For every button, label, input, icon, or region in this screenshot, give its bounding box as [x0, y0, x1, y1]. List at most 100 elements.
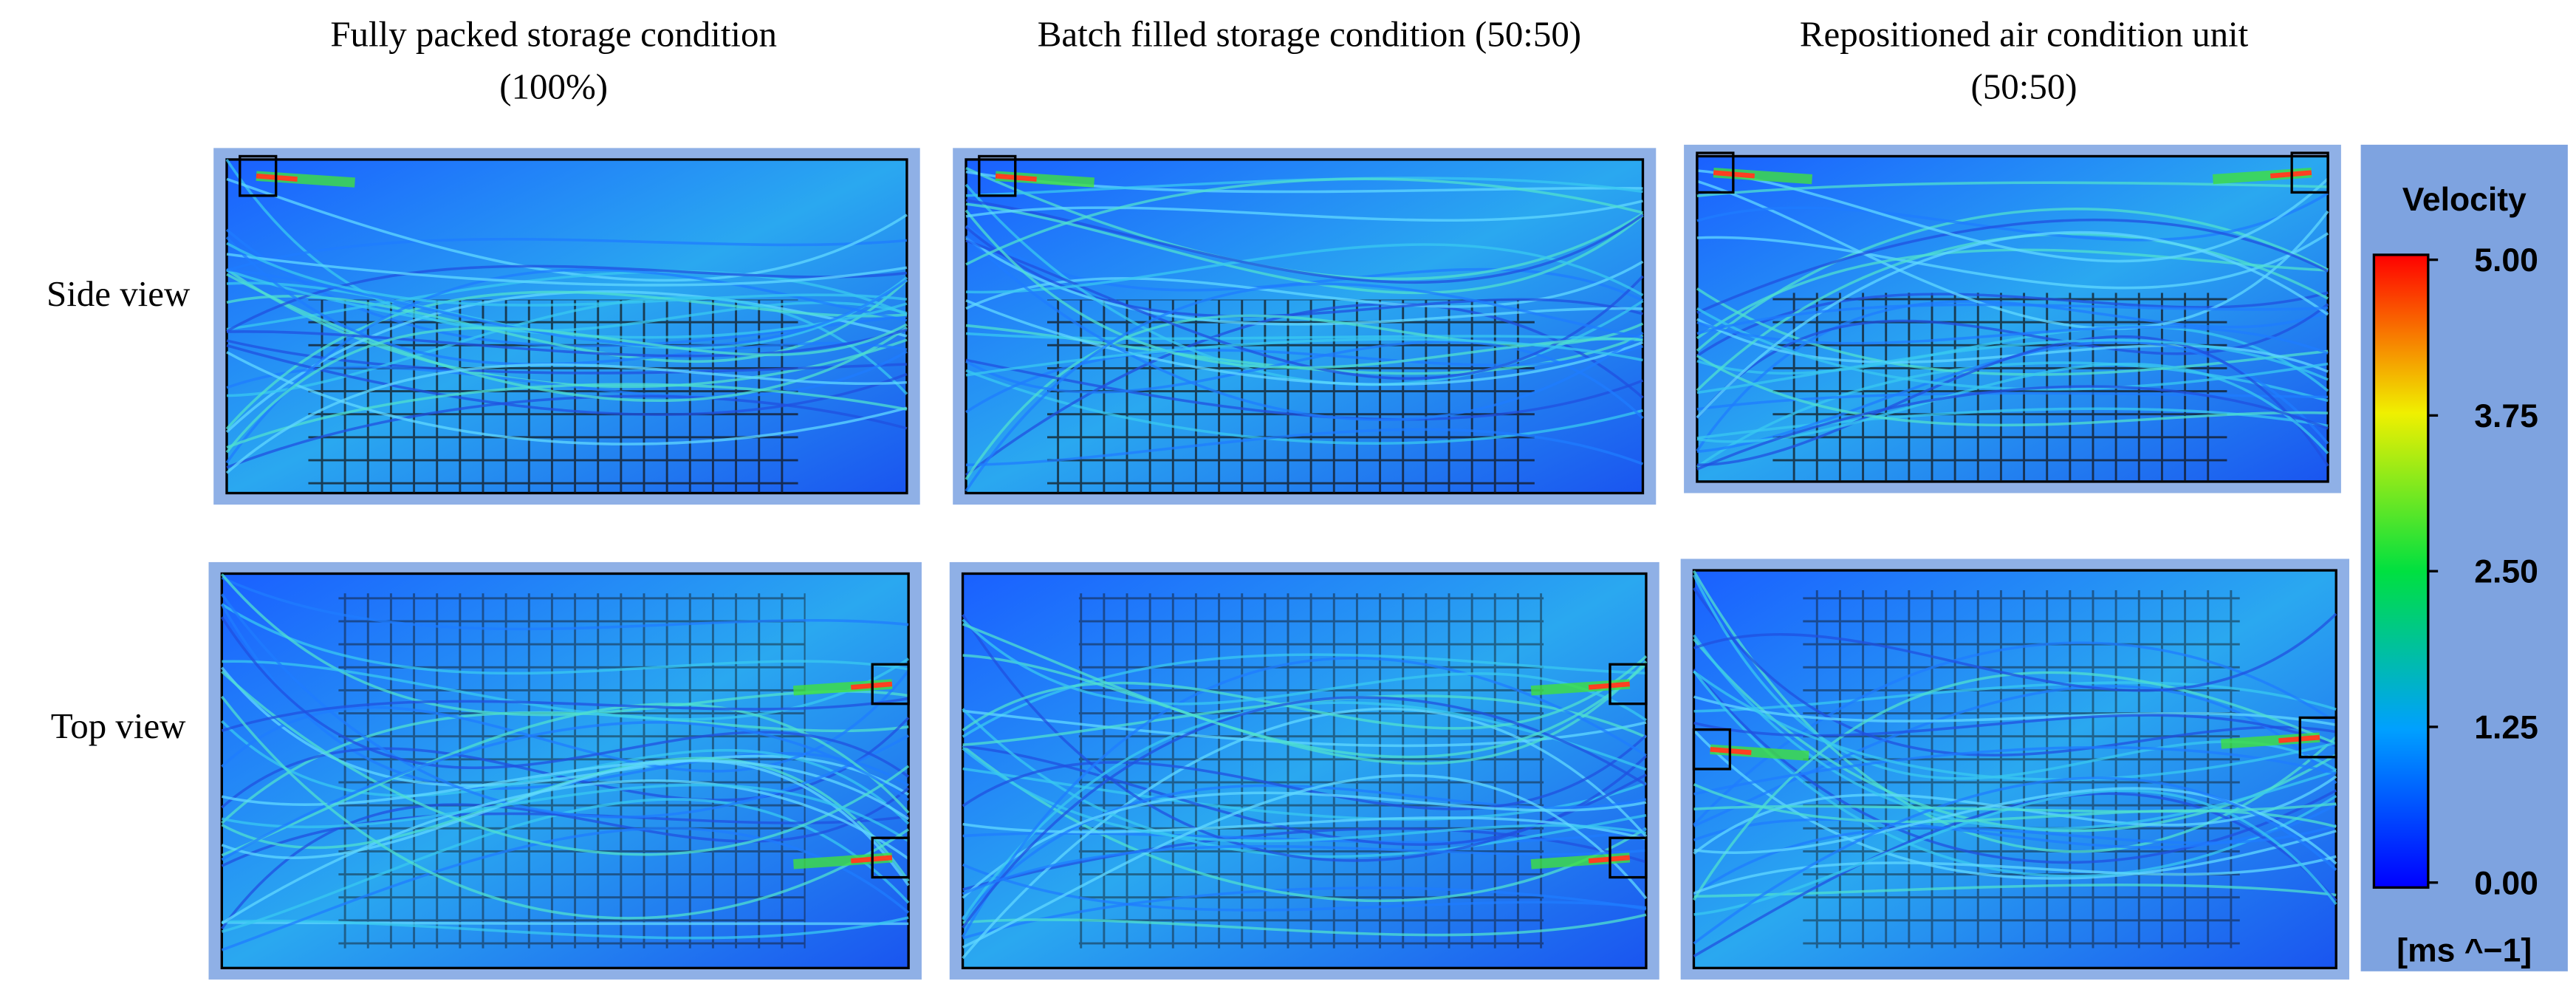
streamline [1693, 792, 2337, 957]
inlet [1692, 728, 1732, 771]
streamline [221, 576, 909, 631]
streamline [1692, 587, 2337, 756]
streamline [965, 338, 1643, 377]
streamline [962, 844, 1647, 895]
streamline [962, 747, 1647, 843]
streamline [1696, 303, 2329, 335]
streamline [965, 332, 1643, 342]
streamline [1693, 855, 2337, 895]
streamline [1692, 634, 2337, 830]
streamline [220, 593, 910, 819]
streamline [1693, 714, 2337, 748]
streamline [1696, 230, 2329, 419]
colorbar-tick-label: 2.50 [2474, 554, 2538, 590]
streamline [962, 886, 1647, 940]
streamline [1696, 232, 2329, 290]
streamline [1693, 783, 2337, 828]
streamline [221, 759, 910, 821]
colorbar-tick-label: 0.00 [2474, 865, 2538, 901]
row-label: Top view [51, 706, 186, 746]
streamline [1696, 361, 2329, 468]
streamline [220, 787, 910, 930]
streamline [965, 235, 1644, 422]
streamline [965, 199, 1643, 222]
column-title: Repositioned air condition unit [1800, 13, 2249, 54]
streamline [1696, 169, 2329, 263]
streamline [962, 816, 1647, 841]
streamline [962, 654, 1648, 765]
streamline [1696, 338, 2329, 394]
streamline [962, 653, 1647, 738]
streamline [965, 260, 1644, 310]
streamline [226, 269, 908, 339]
streamline [1692, 570, 2337, 853]
streamline [222, 920, 909, 926]
streamline [1693, 745, 2337, 796]
inlet [239, 154, 278, 197]
streamline [225, 268, 908, 464]
streamline [221, 669, 910, 773]
streamline [965, 340, 1644, 420]
inlet [2298, 716, 2337, 759]
streamline [965, 199, 1644, 284]
simulation-panels [208, 144, 2350, 980]
streamline [226, 351, 908, 445]
streamline [225, 363, 908, 474]
streamline [965, 345, 1644, 414]
streamline [962, 623, 1648, 759]
streamline [226, 264, 908, 332]
streamline [965, 177, 1643, 266]
streamline [226, 268, 908, 348]
streamline [1696, 180, 2329, 330]
streamline [221, 721, 910, 861]
streamline [226, 177, 908, 282]
simulation-panel [213, 148, 920, 505]
streamline [1696, 300, 2329, 452]
colorbar-title: Velocity [2402, 182, 2527, 218]
colorbar-tick-label: 5.00 [2474, 242, 2538, 279]
simulation-panel [1684, 144, 2341, 493]
colorbar-tick-label: 1.25 [2474, 709, 2538, 745]
streamline [1693, 641, 2337, 826]
column-title: Batch filled storage condition (50:50) [1038, 13, 1581, 54]
streamline [1696, 392, 2329, 411]
streamline [1696, 355, 2329, 427]
streamline [221, 670, 910, 856]
streamline [962, 696, 1647, 929]
racks [1046, 299, 1535, 493]
streamline [1696, 181, 2329, 197]
streamline [221, 703, 910, 857]
streamline [965, 282, 1643, 492]
streamline [1693, 670, 2337, 781]
streamline [962, 784, 1647, 920]
streamline [965, 226, 1643, 318]
streamline [1696, 325, 2329, 392]
streamline [1693, 802, 2337, 813]
streamline [1693, 695, 2337, 726]
streamline [226, 253, 908, 287]
streamline [965, 358, 1644, 421]
streamline [1693, 789, 2337, 916]
colorbar-unit: [ms ^−1] [2397, 932, 2532, 968]
streamline [220, 695, 910, 920]
streamline [226, 237, 908, 272]
streamline [1696, 192, 2329, 242]
streamline [226, 273, 908, 402]
simulation-panel [953, 148, 1657, 505]
streamline [221, 827, 910, 952]
streamline [226, 328, 908, 358]
streamline [221, 697, 909, 732]
streamline [962, 708, 1647, 858]
streamline [221, 759, 910, 886]
streamline [225, 290, 908, 430]
streamline [965, 202, 1644, 295]
streamline [1696, 303, 2329, 420]
streamline [962, 655, 1648, 732]
streamline [1693, 612, 2337, 692]
column-title: (50:50) [1971, 66, 2077, 107]
inlet [978, 154, 1017, 197]
streamline [962, 701, 1647, 920]
streamline [221, 779, 910, 925]
streamline [965, 243, 1644, 297]
